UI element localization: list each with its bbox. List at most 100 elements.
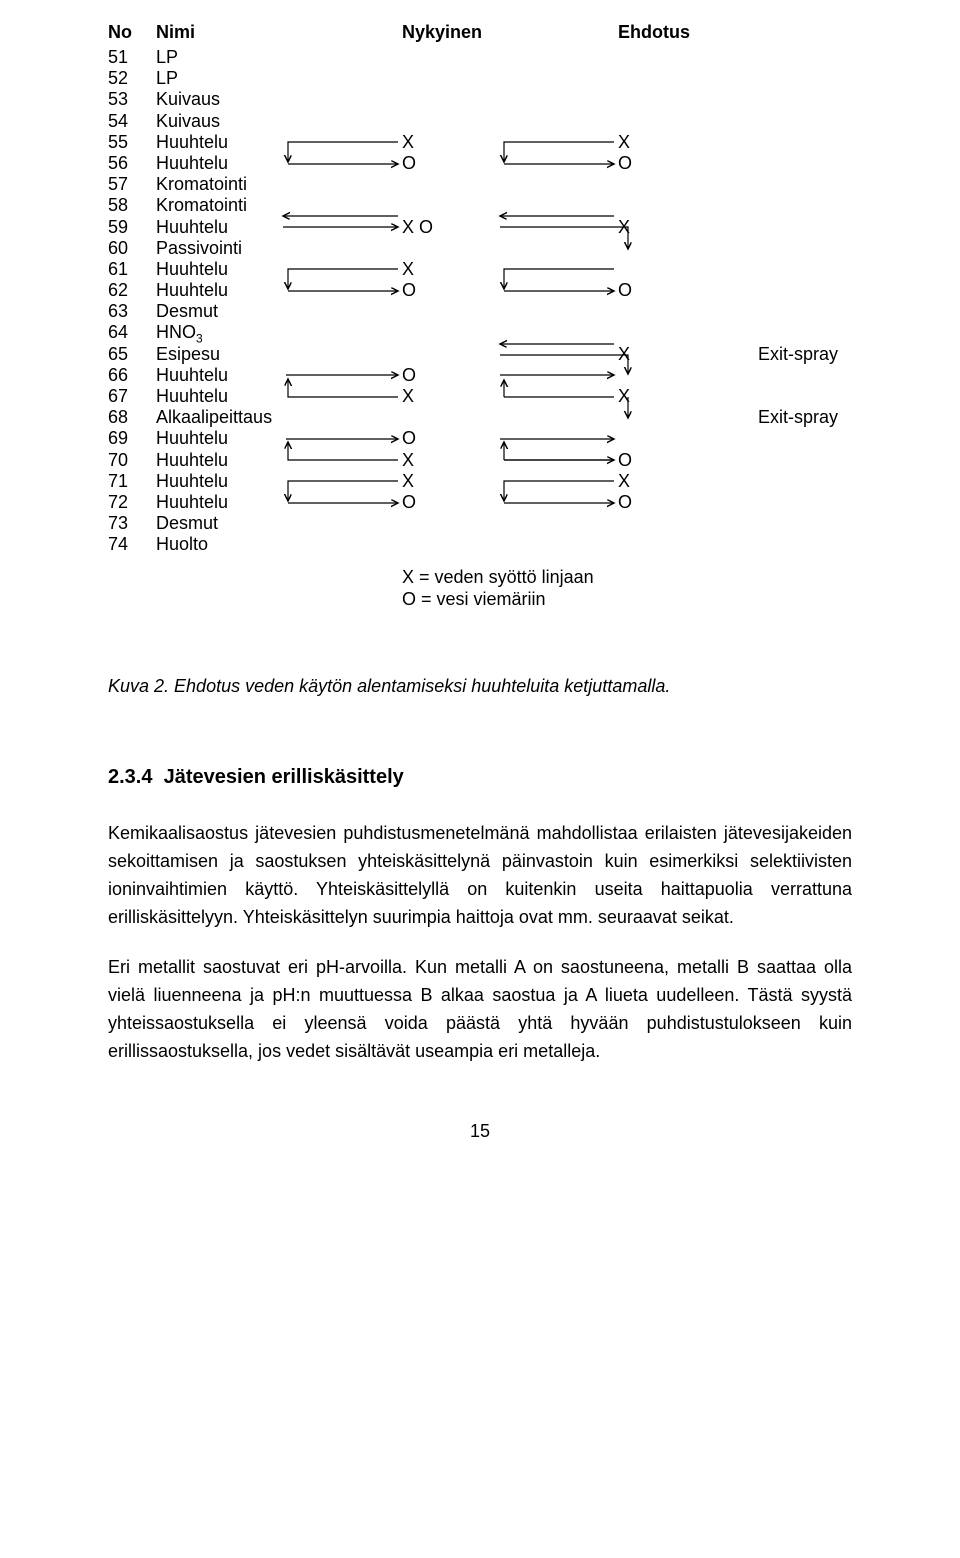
cell-ehdotus xyxy=(618,89,758,110)
cell-no: 56 xyxy=(108,153,156,174)
cell-nykyinen: O xyxy=(402,428,618,449)
cell-nimi: Kuivaus xyxy=(156,111,402,132)
cell-no: 74 xyxy=(108,534,156,555)
body-paragraph-2: Eri metallit saostuvat eri pH-arvoilla. … xyxy=(108,953,852,1065)
table-header: No Nimi Nykyinen Ehdotus xyxy=(108,22,852,43)
cell-nykyinen: X xyxy=(402,259,618,280)
cell-nykyinen xyxy=(402,68,618,89)
cell-extra xyxy=(758,68,852,89)
header-nimi: Nimi xyxy=(156,22,402,43)
cell-no: 61 xyxy=(108,259,156,280)
cell-extra: Exit-spray xyxy=(758,344,852,365)
cell-nykyinen xyxy=(402,47,618,68)
table-row: 59HuuhteluX OX xyxy=(108,217,852,238)
cell-nykyinen: O xyxy=(402,365,618,386)
cell-nimi: Huuhtelu xyxy=(156,492,402,513)
cell-extra xyxy=(758,301,852,322)
cell-nimi: Kuivaus xyxy=(156,89,402,110)
legend-line1: X = veden syöttö linjaan xyxy=(402,566,852,588)
table-row: 70HuuhteluXO xyxy=(108,450,852,471)
cell-no: 69 xyxy=(108,428,156,449)
body-paragraph-1: Kemikaalisaostus jätevesien puhdistusmen… xyxy=(108,819,852,931)
cell-no: 60 xyxy=(108,238,156,259)
cell-no: 52 xyxy=(108,68,156,89)
cell-nykyinen: X xyxy=(402,386,618,407)
table-row: 53Kuivaus xyxy=(108,89,852,110)
cell-ehdotus xyxy=(618,68,758,89)
page-number: 15 xyxy=(108,1121,852,1142)
cell-nimi: Huuhtelu xyxy=(156,153,402,174)
cell-nykyinen xyxy=(402,301,618,322)
cell-ehdotus: O xyxy=(618,153,758,174)
cell-ehdotus xyxy=(618,407,758,428)
cell-nimi: Huuhtelu xyxy=(156,280,402,301)
cell-extra xyxy=(758,365,852,386)
cell-nykyinen xyxy=(402,174,618,195)
cell-nimi: Huuhtelu xyxy=(156,259,402,280)
cell-no: 62 xyxy=(108,280,156,301)
cell-extra: Exit-spray xyxy=(758,407,852,428)
table-row: 61HuuhteluX xyxy=(108,259,852,280)
table-row: 66HuuhteluO xyxy=(108,365,852,386)
cell-no: 68 xyxy=(108,407,156,428)
cell-nykyinen xyxy=(402,111,618,132)
cell-ehdotus: X xyxy=(618,132,758,153)
cell-no: 53 xyxy=(108,89,156,110)
table-row: 74Huolto xyxy=(108,534,852,555)
table-row: 51LP xyxy=(108,47,852,68)
header-ehdotus: Ehdotus xyxy=(618,22,758,43)
cell-nykyinen xyxy=(402,322,618,343)
cell-nykyinen xyxy=(402,534,618,555)
table-row: 65Esipesu XExit-spray xyxy=(108,344,852,365)
cell-nimi: Desmut xyxy=(156,301,402,322)
table-row: 58Kromatointi xyxy=(108,195,852,216)
cell-extra xyxy=(758,217,852,238)
cell-ehdotus xyxy=(618,111,758,132)
section-heading: 2.3.4 Jätevesien erilliskäsittely xyxy=(108,766,852,789)
legend: X = veden syöttö linjaan O = vesi viemär… xyxy=(402,566,852,610)
cell-nykyinen xyxy=(402,344,618,365)
table-row: 54Kuivaus xyxy=(108,111,852,132)
cell-ehdotus: O xyxy=(618,450,758,471)
cell-no: 70 xyxy=(108,450,156,471)
table-row: 63Desmut xyxy=(108,301,852,322)
cell-nykyinen: O xyxy=(402,492,618,513)
cell-extra xyxy=(758,259,852,280)
cell-no: 64 xyxy=(108,322,156,343)
cell-extra xyxy=(758,513,852,534)
cell-ehdotus: X xyxy=(618,386,758,407)
cell-ehdotus xyxy=(618,195,758,216)
cell-extra xyxy=(758,492,852,513)
cell-no: 71 xyxy=(108,471,156,492)
table-row: 55HuuhteluXX xyxy=(108,132,852,153)
cell-extra xyxy=(758,471,852,492)
cell-ehdotus: X xyxy=(618,344,758,365)
cell-nimi: LP xyxy=(156,68,402,89)
table-body: 51LP52LP53Kuivaus54Kuivaus55HuuhteluXX56… xyxy=(108,47,852,556)
cell-extra xyxy=(758,89,852,110)
legend-line2: O = vesi viemäriin xyxy=(402,588,852,610)
table-row: 68Alkaalipeittaus Exit-spray xyxy=(108,407,852,428)
cell-ehdotus: O xyxy=(618,280,758,301)
cell-no: 65 xyxy=(108,344,156,365)
cell-nimi: Alkaalipeittaus xyxy=(156,407,402,428)
cell-ehdotus: X xyxy=(618,471,758,492)
cell-extra xyxy=(758,322,852,343)
cell-nykyinen xyxy=(402,89,618,110)
cell-no: 63 xyxy=(108,301,156,322)
cell-nimi: Huuhtelu xyxy=(156,471,402,492)
cell-nykyinen xyxy=(402,195,618,216)
cell-ehdotus xyxy=(618,301,758,322)
cell-nimi: Huuhtelu xyxy=(156,450,402,471)
cell-nykyinen: X xyxy=(402,450,618,471)
cell-ehdotus xyxy=(618,534,758,555)
cell-ehdotus xyxy=(618,238,758,259)
cell-extra xyxy=(758,132,852,153)
cell-extra xyxy=(758,450,852,471)
cell-no: 55 xyxy=(108,132,156,153)
cell-ehdotus xyxy=(618,259,758,280)
cell-nykyinen xyxy=(402,513,618,534)
cell-extra xyxy=(758,428,852,449)
cell-ehdotus: X xyxy=(618,217,758,238)
cell-nimi: Esipesu xyxy=(156,344,402,365)
